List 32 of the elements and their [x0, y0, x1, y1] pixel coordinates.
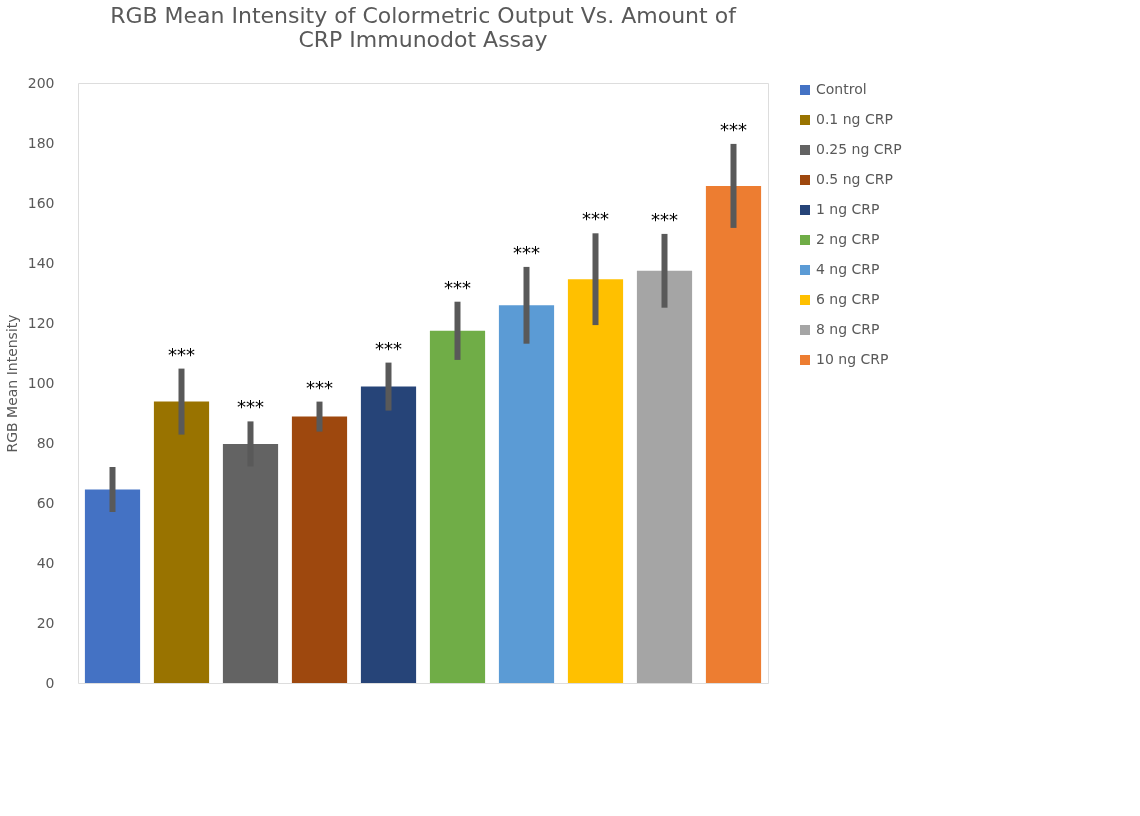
y-tick-label: 120	[27, 314, 55, 331]
annotation: ***	[168, 343, 195, 365]
annotation: ***	[582, 208, 609, 230]
y-tick-label: 80	[36, 434, 55, 451]
y-tick-label: 100	[27, 374, 55, 391]
legend-label: 8 ng CRP	[816, 321, 880, 337]
legend-label: 0.25 ng CRP	[816, 141, 902, 157]
legend-label: 1 ng CRP	[816, 201, 880, 217]
y-tick-label: 60	[36, 494, 55, 511]
legend-label: 0.1 ng CRP	[816, 111, 893, 127]
annotation: ***	[375, 337, 402, 359]
y-tick-label: 160	[27, 194, 55, 211]
legend-label: 4 ng CRP	[816, 261, 880, 277]
annotation: ***	[720, 118, 747, 140]
annotation: ***	[306, 376, 333, 398]
y-tick-label: 20	[36, 614, 55, 631]
legend-label: Control	[816, 81, 867, 97]
y-axis-title: RGB Mean Intensity	[3, 314, 20, 453]
legend-label: 6 ng CRP	[816, 291, 880, 307]
y-tick-label: 140	[27, 254, 55, 271]
y-tick-label: 180	[27, 134, 55, 151]
legend-label: 10 ng CRP	[816, 351, 889, 367]
annotation: ***	[513, 241, 540, 263]
annotation: ***	[237, 396, 264, 418]
chart-title: RGB Mean Intensity of Colormetric Output Vs. Amount of CRP Immunodot Assay	[110, 3, 738, 52]
y-tick-label: 40	[36, 554, 55, 571]
y-tick-label: 0	[45, 674, 55, 691]
legend-label: 0.5 ng CRP	[816, 171, 893, 187]
annotation: ***	[444, 276, 471, 298]
y-tick-label: 200	[27, 74, 55, 91]
legend-label: 2 ng CRP	[816, 231, 880, 247]
annotation: ***	[651, 208, 678, 230]
